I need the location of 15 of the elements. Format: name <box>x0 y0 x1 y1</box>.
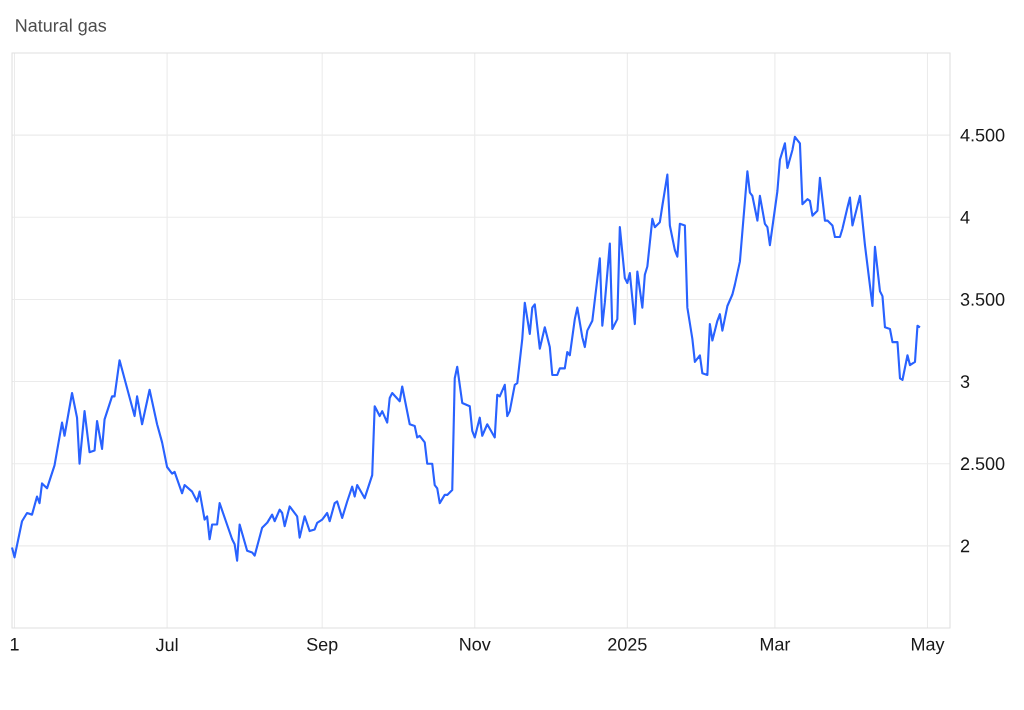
y-tick-label: 4.500 <box>960 128 1005 142</box>
x-tick-label: Sep <box>306 638 338 655</box>
y-tick-label: 2.500 <box>960 457 1005 471</box>
x-tick-label: 2025 <box>608 638 647 651</box>
x-tick-label: Nov <box>460 638 491 651</box>
chart-title: Natural gas <box>16 18 107 36</box>
line-series <box>10 135 922 562</box>
y-tick-label: 4 <box>960 211 970 224</box>
y-tick-label: 2 <box>960 539 970 553</box>
x-tick-label: Jul <box>155 638 178 652</box>
x-tick-label: May <box>911 638 945 655</box>
x-tick-label: Mar <box>760 638 791 651</box>
x-tick-label: 1 <box>10 638 19 651</box>
y-tick-label: 3.500 <box>960 293 1005 306</box>
y-tick-label: 3 <box>960 375 970 388</box>
